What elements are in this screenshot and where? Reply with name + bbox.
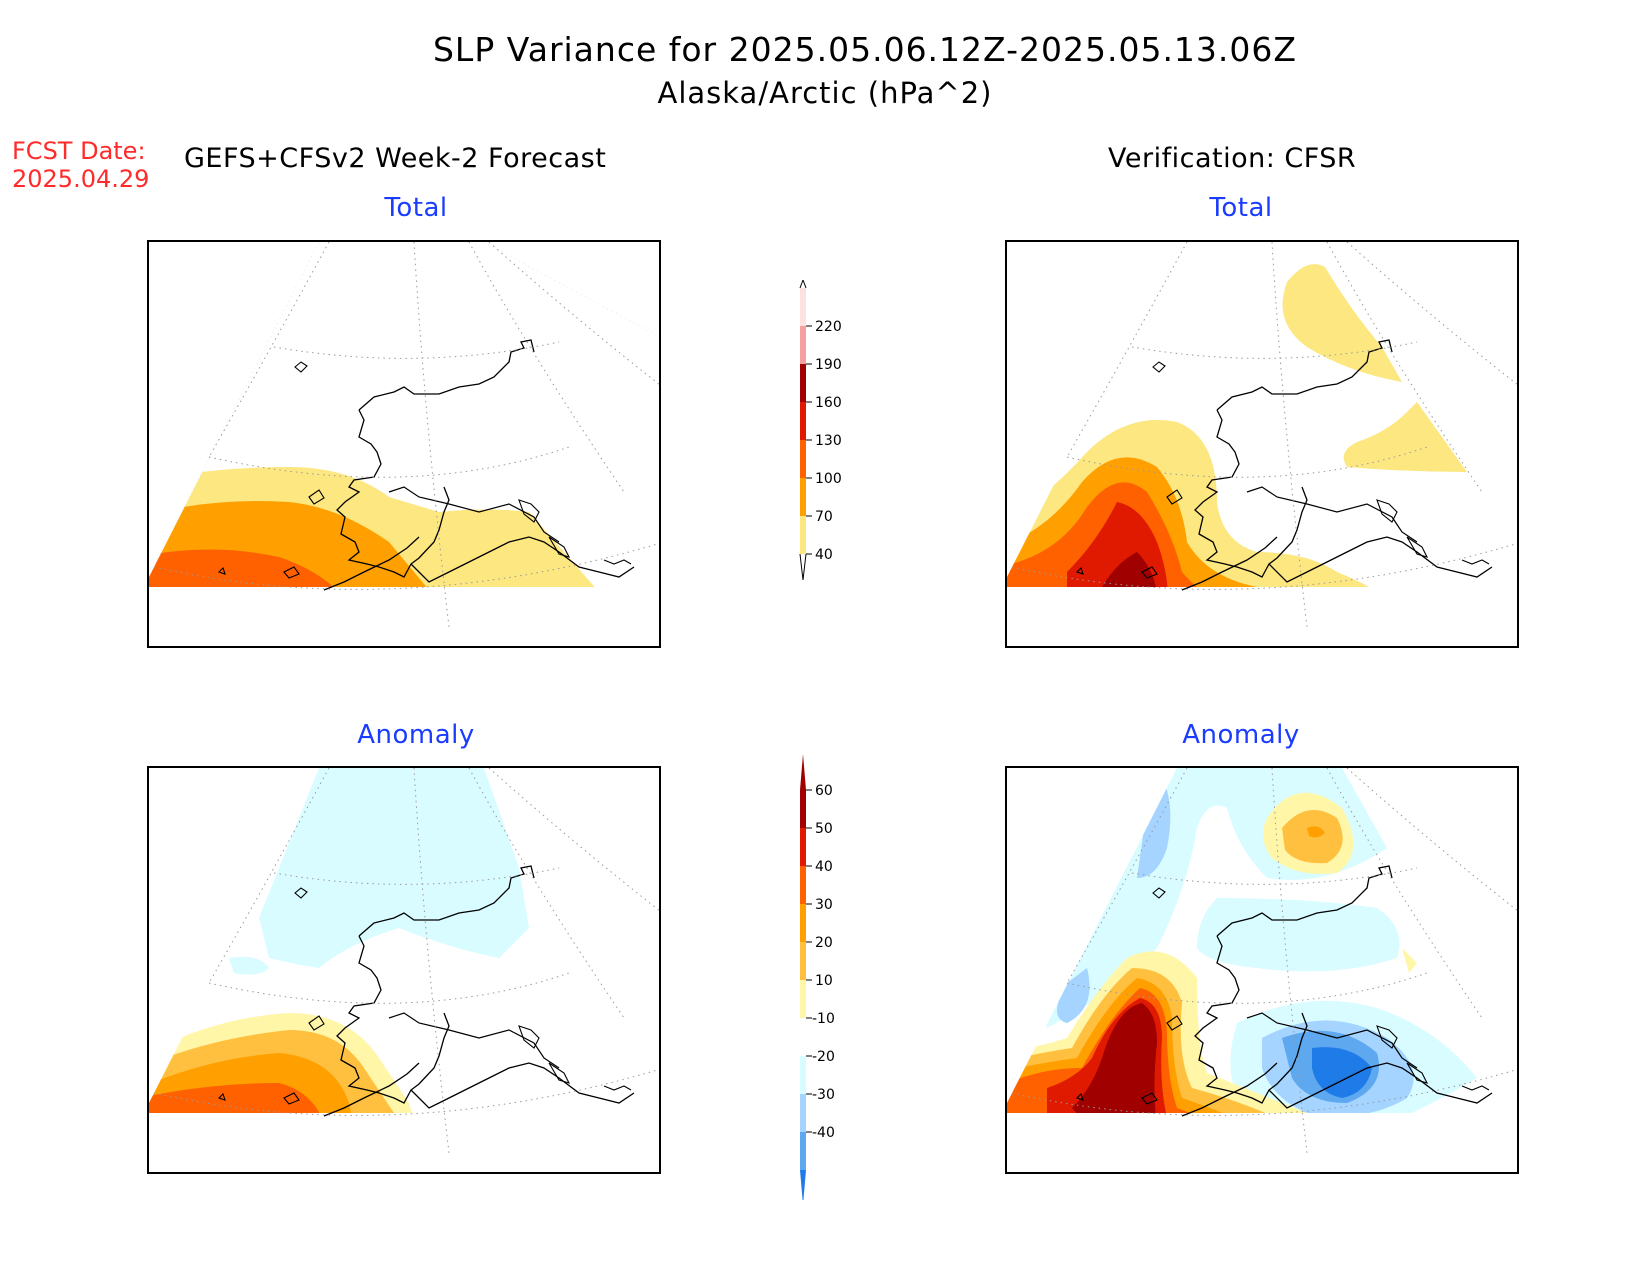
map-verification-total [1005,240,1519,648]
cbar-anom-label: 40 [815,859,833,875]
panel-title-anomaly-forecast: Anomaly [357,720,475,750]
cbar-anom-label: -40 [812,1125,835,1141]
forecast-date-value: 2025.04.29 [12,165,150,193]
forecast-date: FCST Date: 2025.04.29 [12,137,149,193]
cbar-anom-label: 30 [815,897,833,913]
chart-title: SLP Variance for 2025.05.06.12Z-2025.05.… [432,30,1298,69]
cbar-total-label: 130 [815,433,842,449]
cbar-anom-label: 20 [815,935,833,951]
colorbar-anomaly: 60 50 40 30 20 10 -10 -20 -30 -40 [790,750,870,1205]
cbar-total-label: 100 [815,471,842,487]
map-forecast-anomaly [147,766,661,1174]
cbar-anom-label: -20 [812,1049,835,1065]
verification-header: Verification: CFSR [1108,143,1357,174]
cbar-total-label: 160 [815,395,842,411]
colorbar-total-graphic: 220 190 160 130 100 70 40 [799,278,842,581]
cbar-anom-label: 60 [815,783,833,799]
map-verification-anomaly [1005,766,1519,1174]
cbar-total-label: 40 [815,547,833,563]
forecast-header: GEFS+CFSv2 Week-2 Forecast [184,143,607,174]
colorbar-anomaly-graphic: 60 50 40 30 20 10 -10 -20 -30 -40 [800,754,835,1205]
colorbar-total: 220 190 160 130 100 70 40 [790,278,870,610]
panel-title-total-forecast: Total [384,193,448,223]
cbar-anom-label: 10 [815,973,833,989]
chart-subtitle: Alaska/Arctic (hPa^2) [657,76,993,110]
cbar-anom-label: -30 [812,1087,835,1103]
cbar-anom-label: 50 [815,821,833,837]
cbar-total-label: 220 [815,319,842,335]
panel-title-total-verification: Total [1209,193,1273,223]
forecast-date-label: FCST Date: [12,137,146,165]
cbar-total-label: 190 [815,357,842,373]
cbar-total-label: 70 [815,509,833,525]
map-forecast-total [147,240,661,648]
panel-title-anomaly-verification: Anomaly [1182,720,1300,750]
cbar-anom-label: -10 [812,1011,835,1027]
